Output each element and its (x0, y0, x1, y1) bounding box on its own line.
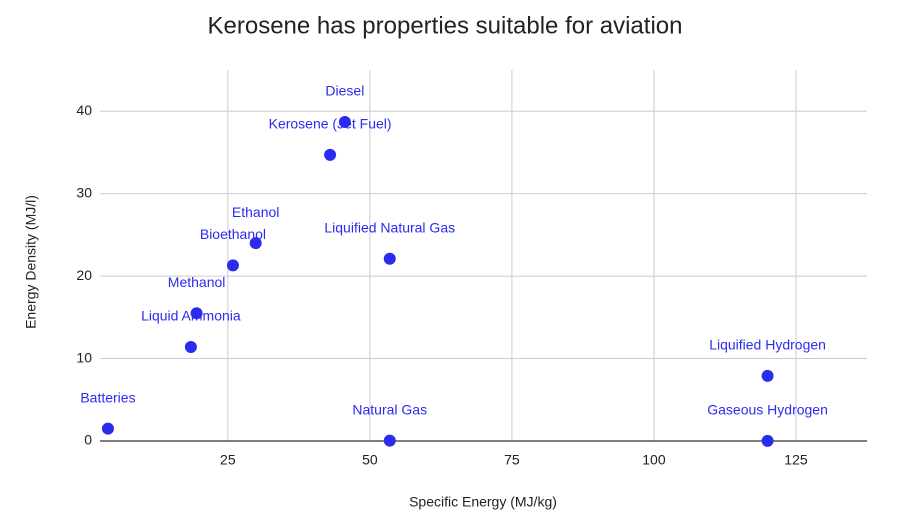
point-label: Liquified Natural Gas (324, 220, 455, 236)
y-tick-label: 30 (76, 184, 92, 200)
point (101, 422, 114, 435)
point-label: Liquid Ammonia (141, 308, 241, 324)
chart-title: Kerosene has properties suitable for avi… (208, 12, 683, 39)
point (324, 148, 337, 161)
x-tick-label: 125 (784, 452, 808, 468)
point-label: Bioethanol (200, 226, 266, 242)
y-axis-label: Energy Density (MJ/l) (23, 195, 39, 329)
y-tick-label: 0 (84, 432, 92, 448)
x-tick-label: 25 (220, 452, 236, 468)
point-label: Kerosene (Jet Fuel) (269, 116, 392, 132)
point (190, 307, 203, 320)
point (383, 252, 396, 265)
point (761, 369, 774, 382)
point (226, 259, 239, 272)
y-tick-label: 10 (76, 349, 92, 365)
point-label: Diesel (325, 83, 364, 99)
point (184, 341, 197, 354)
y-tick-label: 40 (76, 102, 92, 118)
x-tick-label: 75 (504, 452, 520, 468)
y-tick-label: 20 (76, 267, 92, 283)
point (249, 237, 262, 250)
point-label: Gaseous Hydrogen (707, 402, 828, 418)
x-tick-label: 50 (362, 452, 378, 468)
x-tick-label: 100 (642, 452, 666, 468)
point-label: Batteries (80, 389, 135, 405)
point (761, 434, 774, 447)
point-label: Ethanol (232, 204, 279, 220)
point (338, 115, 351, 128)
x-axis-label: Specific Energy (MJ/kg) (409, 494, 557, 510)
point-label: Methanol (168, 274, 226, 290)
point-label: Natural Gas (352, 401, 427, 417)
point (383, 434, 396, 447)
point-label: Liquified Hydrogen (709, 337, 826, 353)
